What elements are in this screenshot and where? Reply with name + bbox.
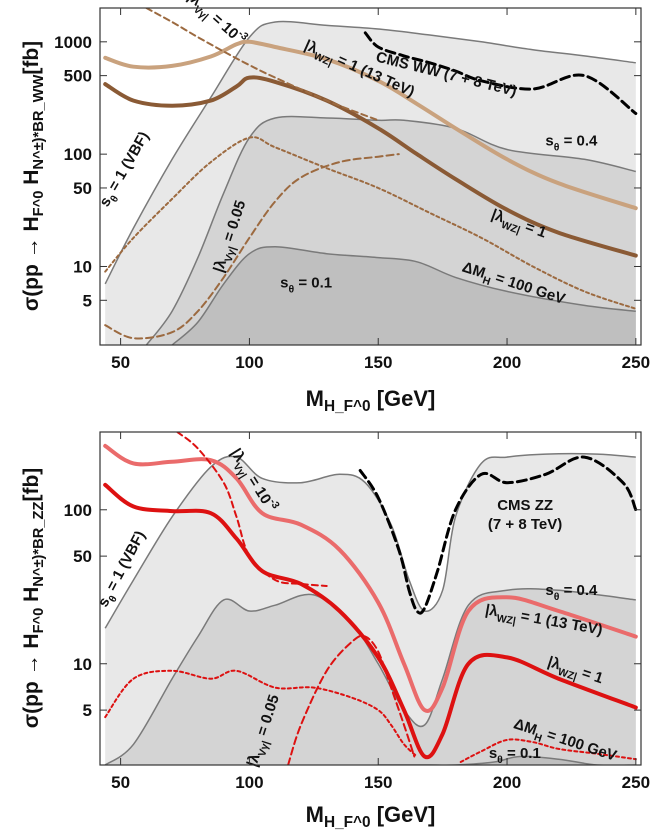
annotation-label-5: sθ = 0.4 — [545, 582, 598, 603]
y-tick-label-6: 1000 — [54, 33, 92, 52]
band-edge-2 — [145, 115, 636, 345]
plot-frame — [99, 431, 642, 766]
x-tick-label-2: 100 — [235, 353, 263, 372]
annotation-label-1: CMS ZZ — [497, 497, 553, 514]
plot-frame — [99, 7, 642, 346]
y-tick-label-3: 50 — [73, 179, 92, 198]
series-line-6 — [363, 31, 638, 115]
series-line-3 — [145, 8, 380, 122]
band-edge-3 — [378, 755, 636, 765]
series-line-2 — [103, 482, 638, 760]
y-axis-label: σ(pp → HF^0 HN^±)*BR_ZZ[fb] — [20, 468, 47, 729]
band-fill-3 — [172, 246, 636, 345]
y-tick-label-5: 500 — [64, 67, 92, 86]
y-tick-label-4: 100 — [64, 501, 92, 520]
series-line-5 — [104, 136, 637, 310]
series-line-4 — [287, 634, 416, 765]
x-tick-label-1: 50 — [111, 353, 130, 372]
chart-2: CMS ZZ(7 + 8 TeV)|λVγ| = 10-3sθ = 1 (VBF… — [20, 431, 650, 831]
series-line-7 — [358, 455, 638, 615]
plot-area — [100, 8, 641, 345]
x-tick-label-2: 100 — [235, 773, 263, 792]
x-tick-label-3: 150 — [364, 773, 392, 792]
annotation-label-10: sθ = 0.1 — [489, 745, 541, 766]
x-tick-label-4: 200 — [493, 773, 521, 792]
y-tick-label-1: 5 — [83, 701, 92, 720]
x-tick-label-1: 50 — [111, 773, 130, 792]
x-axis-label: MH_F^0 [GeV] — [306, 802, 436, 831]
y-tick-label-1: 5 — [83, 291, 92, 310]
annotation-label-2: (7 + 8 TeV) — [488, 516, 562, 533]
x-tick-label-3: 150 — [364, 353, 392, 372]
plot-area — [100, 432, 641, 765]
y-tick-label-4: 100 — [64, 145, 92, 164]
series-line-6 — [459, 738, 637, 763]
annotation-label-7: |λWZ| = 1 — [488, 206, 549, 245]
chart-1: CMS WW (7 + 8 TeV)|λVγ| = 10-3|λWZ| = 1 … — [20, 0, 650, 415]
series-line-4 — [104, 153, 400, 340]
band-fill-2 — [105, 588, 636, 765]
x-tick-label-5: 250 — [622, 353, 650, 372]
y-tick-label-2: 10 — [73, 257, 92, 276]
series-line-1 — [103, 443, 638, 713]
annotation-label-5: sθ = 0.4 — [545, 132, 598, 153]
x-tick-label-4: 200 — [493, 353, 521, 372]
band-edge-1 — [104, 20, 636, 285]
series-line-5 — [104, 669, 418, 758]
y-tick-label-2: 10 — [73, 655, 92, 674]
annotation-label-9: sθ = 0.1 — [280, 275, 332, 296]
x-axis-label: MH_F^0 [GeV] — [306, 386, 436, 415]
series-line-3 — [176, 432, 328, 587]
y-axis-label: σ(pp → HF^0 HN^±)*BR_WW[fb] — [20, 41, 47, 311]
x-tick-label-5: 250 — [622, 773, 650, 792]
y-tick-label-3: 50 — [73, 547, 92, 566]
series-line-2 — [103, 75, 638, 258]
series-line-1 — [103, 39, 638, 211]
band-edge-3 — [171, 245, 636, 345]
